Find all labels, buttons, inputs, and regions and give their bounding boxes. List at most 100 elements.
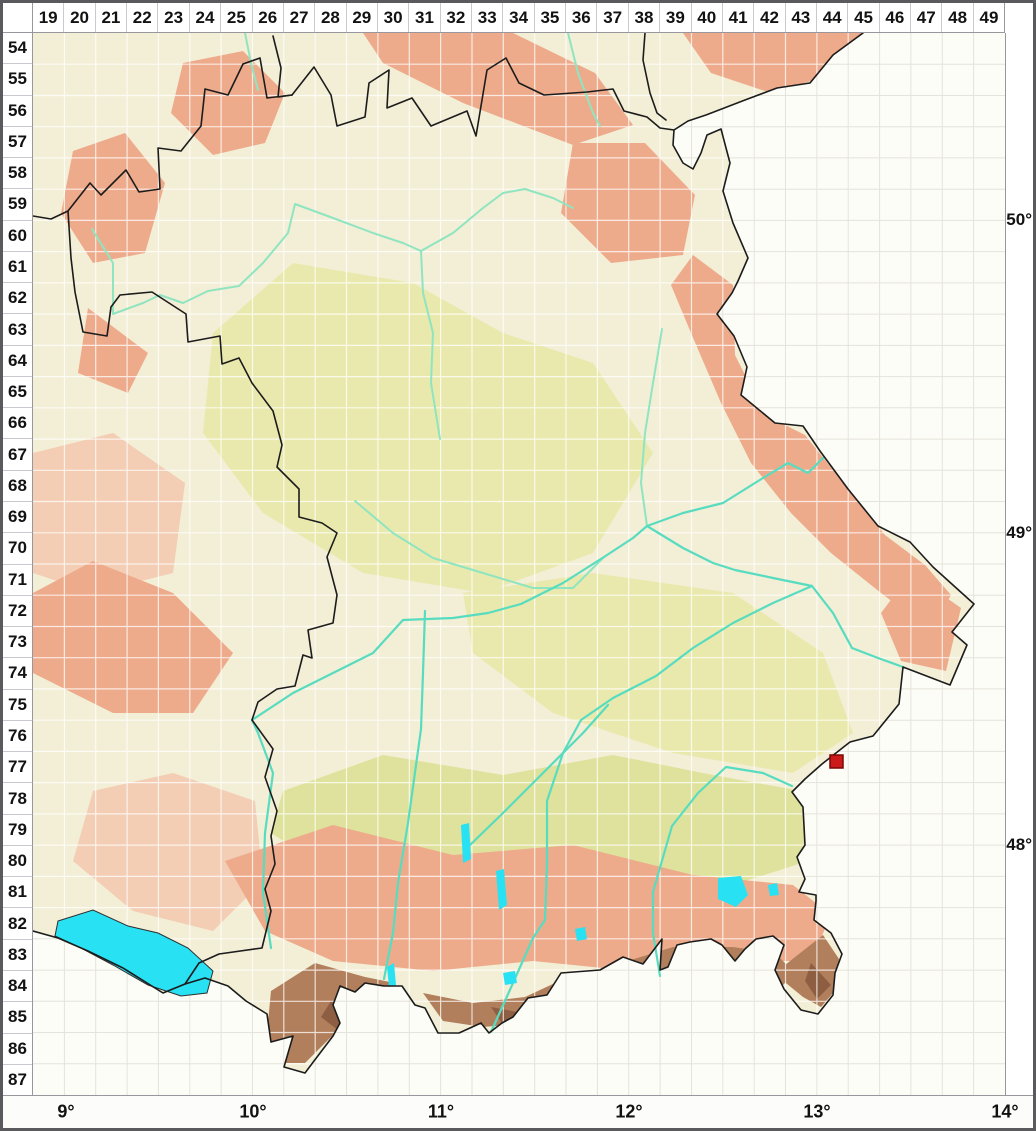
border-neighbor-states <box>33 33 667 220</box>
row-label: 75 <box>3 688 32 720</box>
row-label: 84 <box>3 969 32 1001</box>
border-bavaria-west <box>67 210 338 985</box>
column-label: 42 <box>753 3 784 32</box>
row-label: 79 <box>3 813 32 845</box>
record-marker[interactable] <box>829 754 844 769</box>
longitude-label-9: 9° <box>57 1101 75 1122</box>
lake-ammersee <box>461 823 471 863</box>
column-label: 27 <box>282 3 314 32</box>
column-label: 21 <box>94 3 126 32</box>
river-naab <box>640 328 663 527</box>
latitude-axis: 50° 49° 48° <box>1005 3 1033 1095</box>
rivers-south <box>250 456 905 1034</box>
row-label: 81 <box>3 876 32 907</box>
column-label: 38 <box>627 3 659 32</box>
row-axis: 54 55 56 57 58 59 60 61 62 63 64 65 66 67 68 69 70 71 72 73… <box>3 33 33 1095</box>
river-altmuehl <box>354 500 605 589</box>
column-label: 26 <box>251 3 283 32</box>
latitude-label-50: 50° <box>1006 210 1032 229</box>
row-label: 64 <box>3 344 32 376</box>
row-label: 76 <box>3 719 32 751</box>
row-label: 56 <box>3 94 32 126</box>
river-regen <box>645 456 825 528</box>
row-label: 69 <box>3 500 32 532</box>
longitude-axis: 9° 10° 11° 12° 13° 14° <box>3 1095 1033 1128</box>
column-label: 36 <box>565 3 596 32</box>
column-label: 24 <box>188 3 220 32</box>
column-label: 37 <box>596 3 627 32</box>
terrain-pale-pink <box>33 433 263 931</box>
row-label: 71 <box>3 563 32 595</box>
row-label: 58 <box>3 157 32 188</box>
lake-waginger-see <box>768 883 779 896</box>
row-label: 73 <box>3 626 32 657</box>
column-label: 48 <box>941 3 972 32</box>
row-label: 63 <box>3 313 32 344</box>
river-iller <box>250 718 275 950</box>
outside-region <box>33 33 1005 1095</box>
column-label: 47 <box>910 3 941 32</box>
latitude-label-48: 48° <box>1006 835 1032 854</box>
column-axis: 19 20 21 22 23 24 25 26 27 28 29 30 31 32 33 34 35 36 37 38… <box>33 3 1005 33</box>
column-label: 39 <box>659 3 690 32</box>
column-label: 43 <box>784 3 816 32</box>
row-label: 83 <box>3 938 32 970</box>
row-label: 68 <box>3 469 32 501</box>
row-label: 77 <box>3 751 32 782</box>
column-label: 35 <box>533 3 565 32</box>
row-label: 78 <box>3 782 32 813</box>
row-label: 85 <box>3 1001 32 1032</box>
column-label: 19 <box>38 7 58 27</box>
lake-forggensee <box>387 963 396 987</box>
column-label: 40 <box>690 3 722 32</box>
row-label: 72 <box>3 594 32 626</box>
state-borders <box>33 33 975 1074</box>
river-danube <box>250 524 905 722</box>
column-label: 49 <box>972 3 1004 32</box>
river-saale <box>567 33 601 127</box>
column-label: 30 <box>376 3 408 32</box>
row-label: 54 <box>8 38 27 58</box>
column-label: 45 <box>847 3 878 32</box>
row-label: 82 <box>3 907 32 938</box>
row-label: 62 <box>3 282 32 313</box>
column-label: 29 <box>345 3 377 32</box>
column-label: 23 <box>157 3 188 32</box>
border-bavaria-north <box>67 57 675 212</box>
row-label: 70 <box>3 532 32 563</box>
lake-tegernsee <box>575 927 587 941</box>
column-label: 34 <box>502 3 533 32</box>
river-lech <box>382 609 427 981</box>
river-isar <box>489 584 814 1034</box>
map-canvas <box>33 33 1005 1095</box>
row-label: 59 <box>3 188 32 219</box>
column-label: 22 <box>126 3 157 32</box>
row-label: 61 <box>3 250 32 282</box>
row-label: 74 <box>3 657 32 688</box>
row-label: 65 <box>3 375 32 407</box>
lake-chiemsee <box>718 876 748 907</box>
column-label: 31 <box>408 3 439 32</box>
river-amper <box>468 703 610 847</box>
row-label: 80 <box>3 844 32 876</box>
river-main <box>91 188 574 315</box>
river-werra <box>244 33 259 91</box>
latitude-axis-band: 50° 49° 48° <box>1005 33 1033 1095</box>
row-label: 87 <box>3 1063 32 1095</box>
column-label: 20 <box>63 3 94 32</box>
row-label: 86 <box>3 1032 32 1064</box>
row-label: 67 <box>3 438 32 469</box>
longitude-label-12: 12° <box>615 1101 643 1122</box>
axis-corner-cell <box>3 3 33 33</box>
column-label: 44 <box>815 3 847 32</box>
river-inn <box>651 765 794 978</box>
row-label: 60 <box>3 219 32 251</box>
row-label: 57 <box>3 125 32 157</box>
column-label: 28 <box>314 3 345 32</box>
column-label: 33 <box>471 3 502 32</box>
column-label: 41 <box>721 3 753 32</box>
column-label: 25 <box>220 3 251 32</box>
longitude-label-10: 10° <box>239 1101 267 1122</box>
latitude-label-49: 49° <box>1006 523 1032 542</box>
